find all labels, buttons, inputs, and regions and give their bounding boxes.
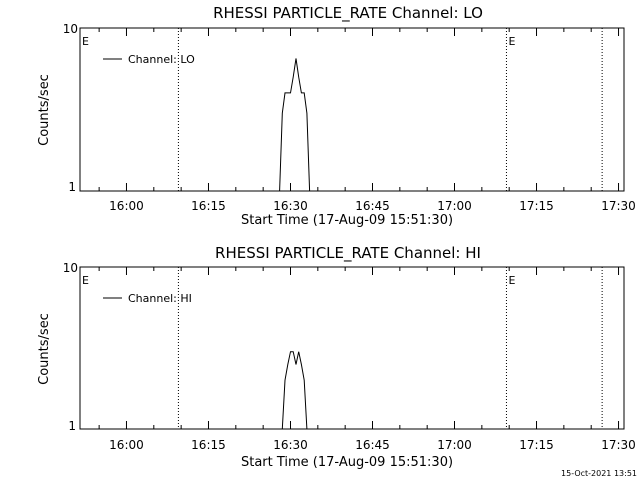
y-tick-label-10-hi: 10 [63,261,78,275]
x-tick-label-1730-hi: 17:30 [601,438,636,452]
event-mark-e-lo-2: E [508,35,515,48]
legend-label-hi: Channel: HI [128,292,192,305]
plot-frame-lo [79,27,625,192]
x-tick-label-1630-lo: 16:30 [273,199,308,213]
panel-lo: RHESSI PARTICLE_RATE Channel: LO 10 1 Co… [37,4,636,228]
y-tick-label-10-lo: 10 [63,22,78,36]
footer-timestamp: 15-Oct-2021 13:51 [561,469,637,478]
x-tick-label-1630-hi: 16:30 [273,438,308,452]
event-lines-hi [177,267,603,429]
series-line-lo [276,58,313,192]
x-tick-label-1715-lo: 17:15 [519,199,554,213]
y-tick-label-1-hi: 1 [68,419,76,433]
legend-lo: Channel: LO [103,53,195,66]
x-tick-label-1700-lo: 17:00 [437,199,472,213]
y-axis-label-lo: Counts/sec [37,74,52,146]
x-tick-label-1615-hi: 16:15 [191,438,226,452]
y-ticks-lo [80,27,88,192]
x-tick-label-1645-lo: 16:45 [355,199,390,213]
y-tick-label-1-lo: 1 [68,180,76,194]
x-tick-label-1615-lo: 16:15 [191,199,226,213]
x-tick-label-1730-lo: 17:30 [601,199,636,213]
chart-title-hi: RHESSI PARTICLE_RATE Channel: HI [215,244,481,263]
x-tick-label-1600-lo: 16:00 [109,199,144,213]
x-tick-label-1600-hi: 16:00 [109,438,144,452]
panel-hi: RHESSI PARTICLE_RATE Channel: HI 10 1 Co… [37,244,636,470]
series-line-hi [281,351,310,430]
x-tick-label-1645-hi: 16:45 [355,438,390,452]
x-ticks-lo [98,28,620,191]
x-ticks-hi [98,267,620,429]
x-axis-label-lo: Start Time (17-Aug-09 15:51:30) [241,213,453,228]
x-axis-label-hi: Start Time (17-Aug-09 15:51:30) [241,455,453,470]
event-mark-e-hi-1: E [82,274,89,287]
chart-title-lo: RHESSI PARTICLE_RATE Channel: LO [213,4,483,23]
event-lines-lo [177,28,603,191]
event-mark-e-lo-1: E [82,35,89,48]
legend-label-lo: Channel: LO [128,53,195,66]
y-axis-label-hi: Counts/sec [37,313,52,385]
y-ticks-hi [80,266,88,430]
event-mark-e-hi-2: E [508,274,515,287]
x-tick-label-1715-hi: 17:15 [519,438,554,452]
x-tick-label-1700-hi: 17:00 [437,438,472,452]
plot-frame-hi [79,266,625,430]
legend-hi: Channel: HI [103,292,192,305]
